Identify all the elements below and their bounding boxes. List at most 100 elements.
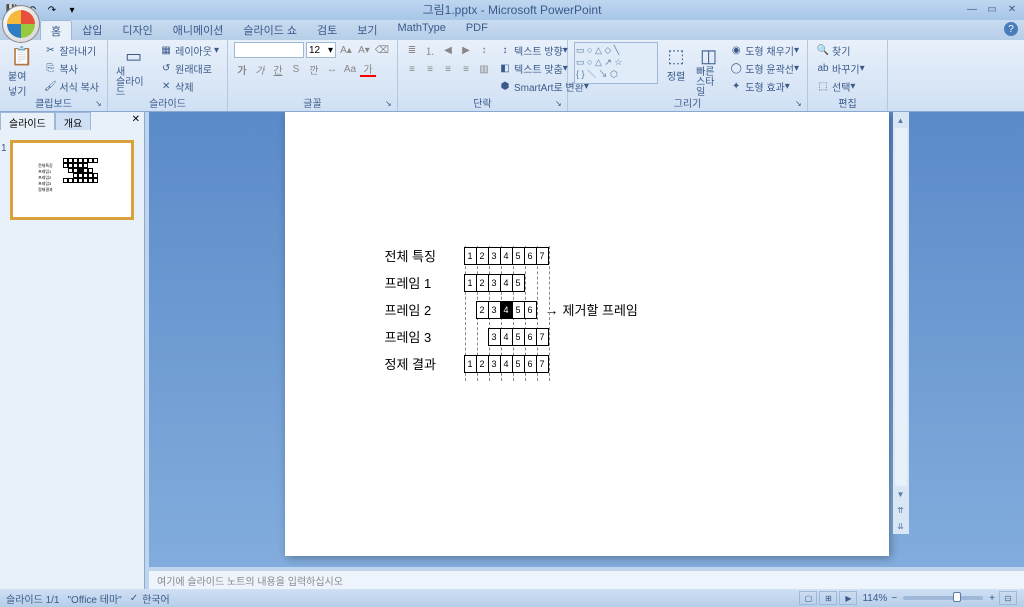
fit-window-button[interactable]: ⊡ — [999, 591, 1017, 605]
tab-보기[interactable]: 보기 — [347, 20, 387, 40]
notes-pane[interactable]: 여기에 슬라이드 노트의 내용을 입력하십시오 — [149, 571, 1024, 589]
paste-icon: 📋 — [10, 44, 34, 68]
slides-tab[interactable]: 슬라이드 — [0, 112, 55, 130]
status-bar: 슬라이드 1/1 "Office 테마" ✓ 한국어 ▢ ⊞ ▶ 114% − … — [0, 589, 1024, 607]
tab-디자인[interactable]: 디자인 — [112, 20, 162, 40]
dialog-launcher-icon[interactable]: ↘ — [795, 99, 805, 109]
shapes-gallery[interactable]: ▭ ○ △ ◇ ╲▭ ○ △ ↗ ☆{ } ＼ ↘ ⬡ — [574, 42, 658, 84]
align-left-button[interactable]: ≡ — [404, 61, 420, 77]
language-indicator[interactable]: 한국어 — [142, 591, 170, 606]
indent-button[interactable]: ▶ — [458, 42, 474, 58]
help-icon[interactable]: ? — [1004, 22, 1018, 36]
font-color-button[interactable]: 가 — [360, 61, 376, 77]
minimize-button[interactable]: — — [964, 2, 980, 16]
outline-tab[interactable]: 개요 — [55, 112, 91, 130]
next-slide-icon[interactable]: ⇊ — [893, 518, 909, 534]
grid-cell: 5 — [512, 274, 525, 292]
copy-button[interactable]: ⎘복사 — [41, 60, 101, 77]
group-label: 편집 — [808, 95, 887, 110]
zoom-in-button[interactable]: + — [989, 593, 995, 604]
qat-more-icon[interactable]: ▾ — [64, 2, 80, 18]
grid-row: 전체 특징1234567 — [385, 242, 638, 269]
panel-close-icon[interactable]: ✕ — [128, 112, 144, 130]
scroll-up-icon[interactable]: ▲ — [893, 112, 909, 128]
columns-button[interactable]: ▥ — [476, 61, 492, 77]
replace-button[interactable]: ab바꾸기▾ — [814, 60, 867, 77]
shape-outline-button[interactable]: ◯도형 윤곽선▾ — [727, 60, 801, 77]
shrink-font-icon[interactable]: A▾ — [356, 42, 372, 58]
spacing-button[interactable]: ↔ — [324, 61, 340, 77]
justify-button[interactable]: ≡ — [458, 61, 474, 77]
strike-button[interactable]: S — [288, 61, 304, 77]
scroll-down-icon[interactable]: ▼ — [893, 486, 909, 502]
slide-area: 전체 특징1234567프레임 112345프레임 223456→제거할 프레임… — [149, 112, 1024, 589]
underline-button[interactable]: 간 — [270, 61, 286, 77]
shape-effects-button[interactable]: ✦도형 효과▾ — [727, 78, 801, 95]
tab-PDF[interactable]: PDF — [456, 20, 498, 40]
normal-view-button[interactable]: ▢ — [799, 591, 817, 605]
shape-fill-button[interactable]: ◉도형 채우기▾ — [727, 42, 801, 59]
paste-button[interactable]: 📋 붙여넣기 — [6, 42, 37, 100]
group-paragraph: ≣ ⒈ ◀ ▶ ↕ ≡ ≡ ≡ ≡ ▥ ↕텍스트 방향▾ ◧텍스트 맞춤▾ ⬢S… — [398, 40, 568, 111]
restore-button[interactable]: ▭ — [984, 2, 1000, 16]
font-family-combo[interactable] — [234, 42, 304, 58]
tab-홈[interactable]: 홈 — [40, 20, 72, 40]
new-slide-button[interactable]: ▭ 새 슬라이드 — [114, 42, 153, 100]
bullets-button[interactable]: ≣ — [404, 42, 420, 58]
linespace-button[interactable]: ↕ — [476, 42, 492, 58]
dialog-launcher-icon[interactable]: ↘ — [95, 99, 105, 109]
italic-button[interactable]: 가 — [252, 61, 268, 77]
tab-애니메이션[interactable]: 애니메이션 — [163, 20, 234, 40]
align-center-button[interactable]: ≡ — [422, 61, 438, 77]
workspace: 슬라이드 개요 ✕ 1 전체특징프레임1프레임2프레임3정제결과 전체 특징12… — [0, 112, 1024, 589]
arrange-button[interactable]: ⬚ 정렬 — [662, 42, 690, 85]
slide-canvas[interactable]: 전체 특징1234567프레임 112345프레임 223456→제거할 프레임… — [285, 112, 889, 556]
clear-format-icon[interactable]: ⌫ — [374, 42, 390, 58]
office-button[interactable] — [2, 5, 40, 43]
find-button[interactable]: 🔍찾기 — [814, 42, 867, 59]
dialog-launcher-icon[interactable]: ↘ — [555, 99, 565, 109]
select-button[interactable]: ⬚선택▾ — [814, 78, 867, 95]
case-button[interactable]: Aa — [342, 61, 358, 77]
reset-button[interactable]: ↺원래대로 — [157, 60, 221, 77]
slideshow-view-button[interactable]: ▶ — [839, 591, 857, 605]
zoom-out-button[interactable]: − — [891, 593, 897, 604]
zoom-slider[interactable] — [903, 596, 983, 600]
prev-slide-icon[interactable]: ⇈ — [893, 502, 909, 518]
effects-icon: ✦ — [729, 80, 743, 94]
tab-삽입[interactable]: 삽입 — [72, 20, 112, 40]
quick-styles-button[interactable]: ◫ 빠른 스타일 — [694, 42, 723, 100]
bold-button[interactable]: 가 — [234, 61, 250, 77]
font-size-combo[interactable]: 12▾ — [306, 42, 336, 58]
quick-access-toolbar: 💾 ↶ ↷ ▾ — [0, 0, 1024, 20]
tab-슬라이드 쇼[interactable]: 슬라이드 쇼 — [233, 20, 307, 40]
ribbon-tabs: 홈삽입디자인애니메이션슬라이드 쇼검토보기MathTypePDF ? — [0, 20, 1024, 40]
tab-MathType[interactable]: MathType — [388, 20, 456, 40]
slide-thumbnail[interactable]: 1 전체특징프레임1프레임2프레임3정제결과 — [10, 140, 134, 220]
redo-icon[interactable]: ↷ — [44, 2, 60, 18]
theme-indicator: "Office 테마" — [67, 591, 121, 606]
sorter-view-button[interactable]: ⊞ — [819, 591, 837, 605]
group-label: 슬라이드 — [108, 95, 227, 110]
group-label: 단락 — [398, 95, 567, 110]
spellcheck-icon[interactable]: ✓ — [130, 593, 138, 604]
delete-button[interactable]: ✕삭제 — [157, 78, 221, 95]
outdent-button[interactable]: ◀ — [440, 42, 456, 58]
dialog-launcher-icon[interactable]: ↘ — [385, 99, 395, 109]
group-clipboard: 📋 붙여넣기 ✂잘라내기 ⎘복사 🖌서식 복사 클립보드 ↘ — [0, 40, 108, 111]
tab-검토[interactable]: 검토 — [307, 20, 347, 40]
arrow-icon: → — [545, 302, 559, 318]
cut-button[interactable]: ✂잘라내기 — [41, 42, 101, 59]
vertical-scrollbar[interactable]: ▲ ▼ ⇈ ⇊ — [893, 112, 909, 534]
shadow-button[interactable]: 깐 — [306, 61, 322, 77]
layout-button[interactable]: ▦레이아웃▾ — [157, 42, 221, 59]
align-right-button[interactable]: ≡ — [440, 61, 456, 77]
text-align-icon: ◧ — [498, 62, 512, 76]
close-button[interactable]: ✕ — [1004, 2, 1020, 16]
numbering-button[interactable]: ⒈ — [422, 42, 438, 58]
grid-cell: 7 — [536, 247, 549, 265]
format-painter-button[interactable]: 🖌서식 복사 — [41, 78, 101, 95]
grow-font-icon[interactable]: A▴ — [338, 42, 354, 58]
zoom-level[interactable]: 114% — [862, 593, 887, 604]
grid-cell: 7 — [536, 328, 549, 346]
